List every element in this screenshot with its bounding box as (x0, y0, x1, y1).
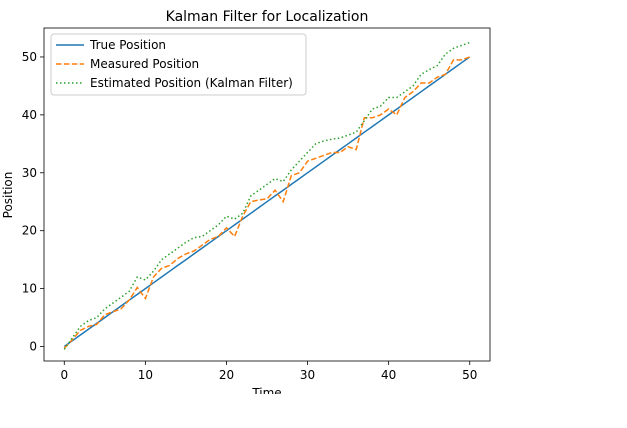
x-axis: 0 10 20 30 40 50 (60, 361, 477, 382)
series-line-2 (63, 56, 470, 349)
series-line-1 (63, 56, 471, 348)
y-axis: 0 10 20 30 40 50 (22, 50, 44, 354)
y-tick-label: 30 (22, 166, 37, 180)
y-tick-label: 40 (22, 108, 37, 122)
y-axis-label: Position (1, 172, 15, 219)
legend-label-2: Measured Position (90, 57, 199, 71)
axes-frame (43, 27, 491, 362)
x-tick-label: 30 (300, 368, 315, 382)
x-tick-label: 50 (462, 368, 477, 382)
chart-title: Kalman Filter for Localization (166, 9, 369, 25)
y-tick-label: 0 (29, 340, 37, 354)
y-tick-label: 50 (22, 50, 37, 64)
x-tick-label: 10 (138, 368, 153, 382)
x-tick-label: 20 (219, 368, 234, 382)
figure-bottom-edge (0, 394, 627, 428)
plot-area (63, 41, 471, 350)
series-line-3 (63, 41, 470, 350)
legend-label-3: Estimated Position (Kalman Filter) (90, 76, 293, 90)
y-tick-label: 10 (22, 282, 37, 296)
x-tick-label: 0 (60, 368, 68, 382)
legend-label-1: True Position (89, 38, 166, 52)
x-tick-label: 40 (381, 368, 396, 382)
legend: True Position Measured Position Estimated … (50, 33, 307, 96)
y-tick-label: 20 (22, 224, 37, 238)
legend-box (50, 33, 307, 96)
